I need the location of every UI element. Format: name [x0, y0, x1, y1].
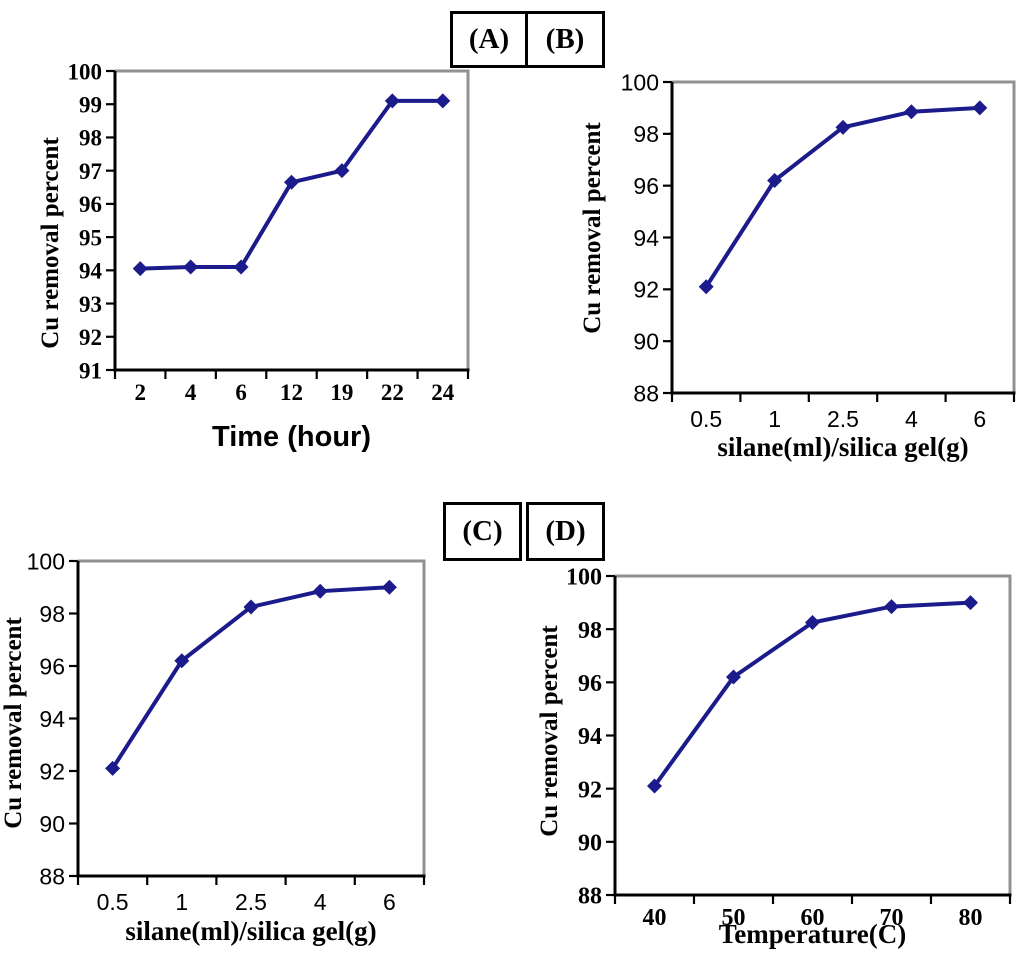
y-tick-label: 98: [578, 618, 602, 644]
x-tick-label: 1: [768, 406, 781, 432]
y-tick-label: 88: [578, 884, 602, 910]
data-point-marker: [384, 93, 400, 109]
x-tick-label: 4: [905, 406, 918, 432]
data-point-marker: [435, 93, 451, 109]
y-tick-label: 94: [39, 706, 65, 732]
x-tick-label: 80: [959, 905, 983, 931]
y-tick-label: 100: [68, 59, 103, 84]
x-tick-label: 70: [880, 905, 904, 931]
x-axis-label: Temperature(C): [719, 919, 906, 949]
data-point-marker: [312, 583, 328, 599]
y-tick-label: 99: [79, 93, 102, 118]
y-tick-label: 92: [39, 758, 65, 784]
data-point-marker: [698, 279, 714, 295]
data-point-marker: [805, 615, 820, 631]
data-point-marker: [884, 599, 899, 615]
chart-D: 88 90 92 94 96 98 100 40 50 60 70 80 Temperature(C) C…: [536, 565, 1012, 949]
x-axis-label: silane(ml)/silica gel(g): [125, 916, 376, 946]
y-tick-label: 91: [79, 358, 102, 383]
y-tick-label: 96: [578, 671, 602, 697]
y-tick-label: 98: [633, 121, 659, 147]
x-tick-label: 12: [280, 380, 303, 405]
y-tick-label: 94: [633, 225, 659, 251]
data-point-marker: [105, 760, 121, 776]
x-tick-label: 1: [175, 889, 188, 915]
y-tick-label: 96: [39, 653, 65, 679]
y-tick-label: 100: [621, 69, 659, 95]
x-tick-label: 60: [801, 905, 825, 931]
y-axis-label: Cu removal percent: [579, 122, 606, 334]
panel-label-d: (D): [545, 515, 586, 547]
data-point-marker: [381, 579, 397, 595]
y-tick-label: 88: [39, 863, 65, 889]
y-tick-label: 90: [633, 328, 659, 354]
y-axis-label: Cu removal percent: [0, 617, 27, 829]
y-tick-label: 88: [633, 380, 659, 406]
data-point-marker: [183, 259, 199, 275]
x-tick-label: 24: [431, 380, 455, 405]
y-tick-label: 95: [79, 225, 102, 250]
y-tick-label: 98: [79, 126, 102, 151]
y-axis-label: Cu removal percent: [536, 625, 563, 837]
panel-label-b: (B): [545, 23, 585, 55]
y-tick-label: 96: [79, 192, 102, 217]
data-point-marker: [767, 172, 783, 188]
x-axis-label: silane(ml)/silica gel(g): [717, 432, 968, 462]
y-tick-label: 96: [633, 173, 659, 199]
data-point-marker: [726, 669, 741, 685]
x-tick-label: 2.5: [827, 406, 859, 432]
y-tick-label: 94: [578, 724, 602, 750]
y-tick-label: 94: [79, 259, 103, 284]
x-axis-label: Time (hour): [212, 421, 371, 453]
x-tick-label: 6: [973, 406, 986, 432]
x-tick-label: 6: [383, 889, 396, 915]
y-tick-label: 100: [27, 548, 65, 574]
y-tick-label: 93: [79, 292, 102, 317]
x-tick-label: 19: [330, 380, 353, 405]
x-tick-label: 22: [381, 380, 404, 405]
data-point-marker: [284, 174, 299, 190]
x-tick-label: 2: [134, 380, 146, 405]
x-tick-label: 2.5: [235, 889, 267, 915]
y-axis-label: Cu removal percent: [37, 137, 64, 349]
data-point-marker: [963, 595, 978, 611]
x-tick-label: 0.5: [690, 406, 722, 432]
panel-label-box-a: (A): [450, 11, 528, 68]
panel-label-box-c: (C): [443, 502, 522, 561]
chart-C: 88 90 92 94 96 98 100 0.5 1 2.5 4 6 silane(ml)/silic…: [0, 548, 426, 946]
data-point-marker: [132, 261, 148, 277]
panel-label-a: (A): [468, 23, 510, 55]
x-tick-label: 50: [722, 905, 746, 931]
chart-B: 88 90 92 94 96 98 100 0.5 1 2.5 4 6silane(ml)/silic…: [579, 69, 1016, 462]
data-point-marker: [334, 163, 350, 179]
x-tick-label: 4: [185, 380, 197, 405]
y-tick-label: 92: [633, 277, 659, 303]
x-tick-label: 40: [643, 905, 667, 931]
y-tick-label: 92: [578, 777, 602, 803]
data-point-marker: [972, 100, 988, 116]
x-tick-label: 0.5: [97, 889, 129, 915]
y-tick-label: 98: [39, 601, 65, 627]
data-point-marker: [233, 259, 249, 275]
y-tick-label: 97: [79, 159, 102, 184]
x-tick-label: 4: [314, 889, 327, 915]
panel-label-box-d: (D): [526, 502, 605, 561]
y-tick-label: 100: [566, 565, 602, 591]
data-point-marker: [835, 119, 851, 135]
data-point-marker: [647, 778, 662, 794]
data-point-marker: [903, 104, 919, 120]
series-line: [652, 600, 973, 789]
data-point-marker: [243, 599, 259, 615]
panel-label-c: (C): [462, 515, 503, 547]
panel-label-box-b: (B): [525, 11, 605, 68]
y-tick-label: 92: [79, 325, 102, 350]
x-tick-label: 6: [235, 380, 247, 405]
y-tick-label: 90: [39, 811, 65, 837]
y-tick-label: 90: [578, 830, 602, 856]
data-point-marker: [174, 653, 190, 669]
